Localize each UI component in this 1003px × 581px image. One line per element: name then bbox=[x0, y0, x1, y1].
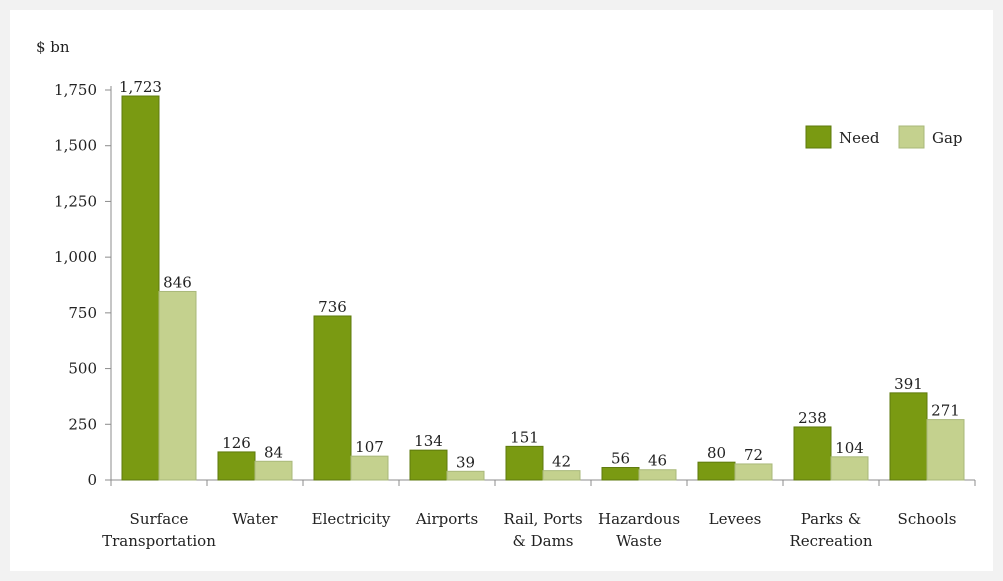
bar-gap bbox=[926, 419, 965, 481]
bar-need bbox=[793, 426, 832, 481]
data-label: 238 bbox=[798, 409, 827, 427]
x-category-label: Recreation bbox=[789, 532, 872, 550]
data-label: 846 bbox=[163, 273, 192, 291]
bar-need bbox=[217, 451, 256, 481]
y-tick-label: 500 bbox=[68, 360, 97, 378]
x-category-label: Transportation bbox=[102, 532, 216, 550]
data-label: 84 bbox=[264, 443, 283, 461]
bar-need bbox=[313, 315, 352, 481]
x-category-label: Waste bbox=[616, 532, 662, 550]
data-label: 736 bbox=[318, 298, 347, 316]
data-label: 151 bbox=[510, 428, 539, 446]
legend-label-gap: Gap bbox=[932, 129, 963, 147]
bar-need bbox=[409, 449, 448, 481]
data-label: 104 bbox=[835, 439, 864, 457]
data-label: 271 bbox=[931, 402, 960, 420]
bar-gap bbox=[350, 455, 389, 481]
data-label: 56 bbox=[611, 450, 630, 468]
data-label: 391 bbox=[894, 375, 923, 393]
legend-swatch-gap bbox=[898, 125, 925, 149]
x-category-label: & Dams bbox=[512, 532, 573, 550]
bar-need bbox=[697, 461, 736, 481]
bar-gap bbox=[158, 290, 197, 481]
y-tick-label: 750 bbox=[68, 304, 97, 322]
y-tick-label: 1,750 bbox=[54, 81, 97, 99]
bar-gap bbox=[446, 470, 485, 481]
data-label: 80 bbox=[707, 444, 726, 462]
x-category-label: Rail, Ports bbox=[503, 510, 582, 528]
x-category-label: Airports bbox=[415, 510, 478, 528]
y-tick-label: 1,500 bbox=[54, 137, 97, 155]
bar-need bbox=[889, 392, 928, 481]
data-label: 134 bbox=[414, 432, 443, 450]
x-category-label: Water bbox=[232, 510, 278, 528]
bar-need bbox=[505, 445, 544, 481]
y-tick-label: 1,000 bbox=[54, 248, 97, 266]
bar-need bbox=[601, 467, 640, 481]
bar-gap bbox=[638, 469, 677, 481]
y-tick-label: 0 bbox=[87, 471, 97, 489]
bar-gap bbox=[542, 470, 581, 481]
data-label: 72 bbox=[744, 446, 763, 464]
x-category-label: Levees bbox=[709, 510, 762, 528]
bar-gap bbox=[254, 460, 293, 481]
x-category-label: Schools bbox=[898, 510, 957, 528]
data-label: 107 bbox=[355, 438, 384, 456]
data-label: 39 bbox=[456, 453, 475, 471]
data-label: 46 bbox=[648, 452, 667, 470]
data-label: 1,723 bbox=[119, 78, 162, 96]
y-axis-unit-label: $ bn bbox=[36, 38, 70, 56]
x-category-label: Parks & bbox=[801, 510, 861, 528]
y-tick-label: 1,250 bbox=[54, 192, 97, 210]
bar-gap bbox=[830, 456, 869, 481]
data-label: 42 bbox=[552, 453, 571, 471]
y-tick-label: 250 bbox=[68, 415, 97, 433]
bar-need bbox=[121, 95, 160, 481]
data-label: 126 bbox=[222, 434, 251, 452]
bar-gap bbox=[734, 463, 773, 481]
x-category-label: Electricity bbox=[312, 510, 391, 528]
x-category-label: Surface bbox=[130, 510, 189, 528]
legend-label-need: Need bbox=[839, 129, 880, 147]
x-category-label: Hazardous bbox=[598, 510, 680, 528]
legend-swatch-need bbox=[805, 125, 832, 149]
